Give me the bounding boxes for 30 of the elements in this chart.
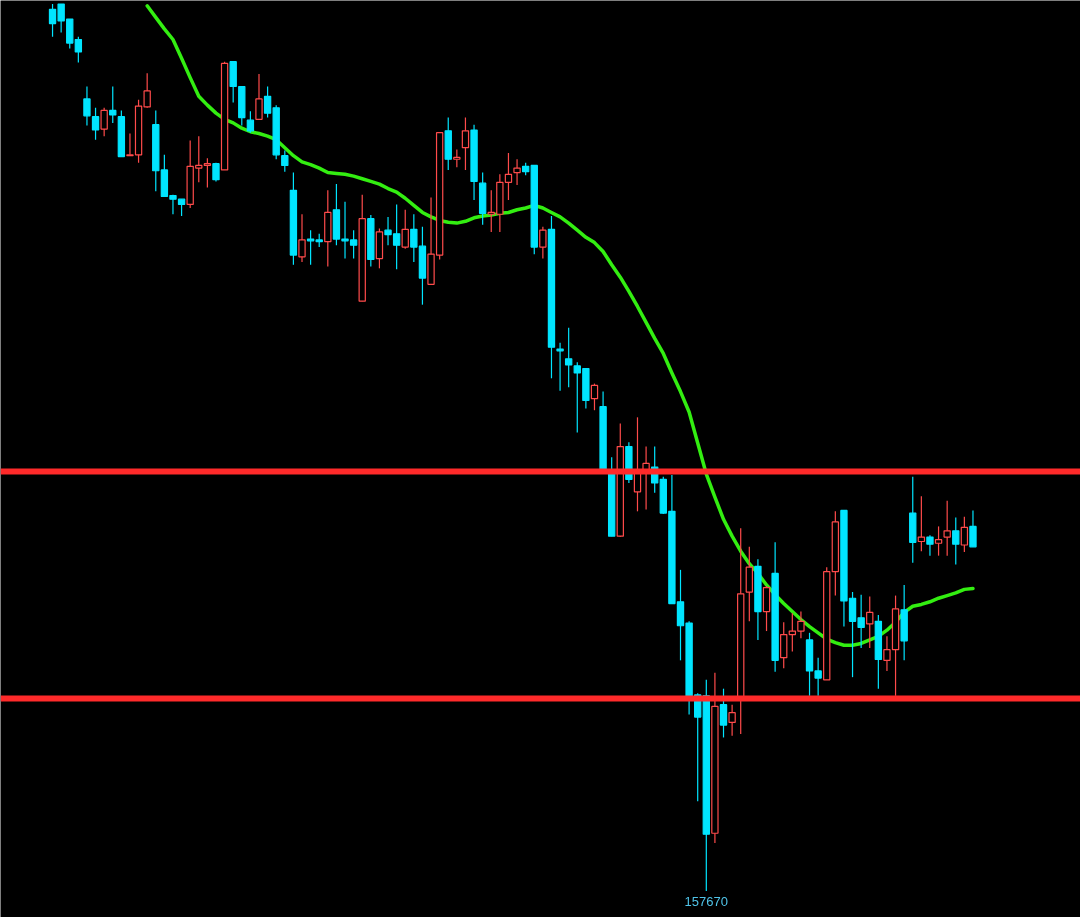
candlestick	[513, 158, 521, 186]
candlestick	[74, 36, 83, 64]
candlestick	[109, 85, 117, 124]
candlestick	[719, 688, 728, 739]
candlestick	[126, 132, 134, 157]
candlestick	[943, 500, 951, 557]
candlestick	[780, 621, 788, 669]
candlestick	[960, 516, 969, 553]
candlestick	[969, 509, 977, 548]
candlestick	[255, 73, 263, 120]
candlestick	[83, 85, 91, 127]
candlestick	[539, 226, 547, 260]
candlestick	[926, 534, 934, 557]
annotation: 157670	[684, 893, 729, 909]
candlestick	[91, 107, 100, 141]
candlestick	[917, 495, 926, 552]
candlestick	[590, 383, 599, 411]
candlestick	[100, 107, 108, 137]
candlestick	[461, 116, 470, 171]
candlestick	[281, 149, 289, 173]
candlestick	[298, 213, 306, 263]
candlestick	[728, 704, 736, 737]
candlestick	[952, 516, 960, 566]
candlestick	[556, 342, 564, 392]
candlestick	[762, 585, 771, 632]
candlestick	[564, 327, 573, 388]
candlestick	[246, 110, 255, 134]
candlestick	[401, 209, 409, 250]
candlestick	[866, 595, 874, 649]
candlestick	[934, 525, 943, 557]
